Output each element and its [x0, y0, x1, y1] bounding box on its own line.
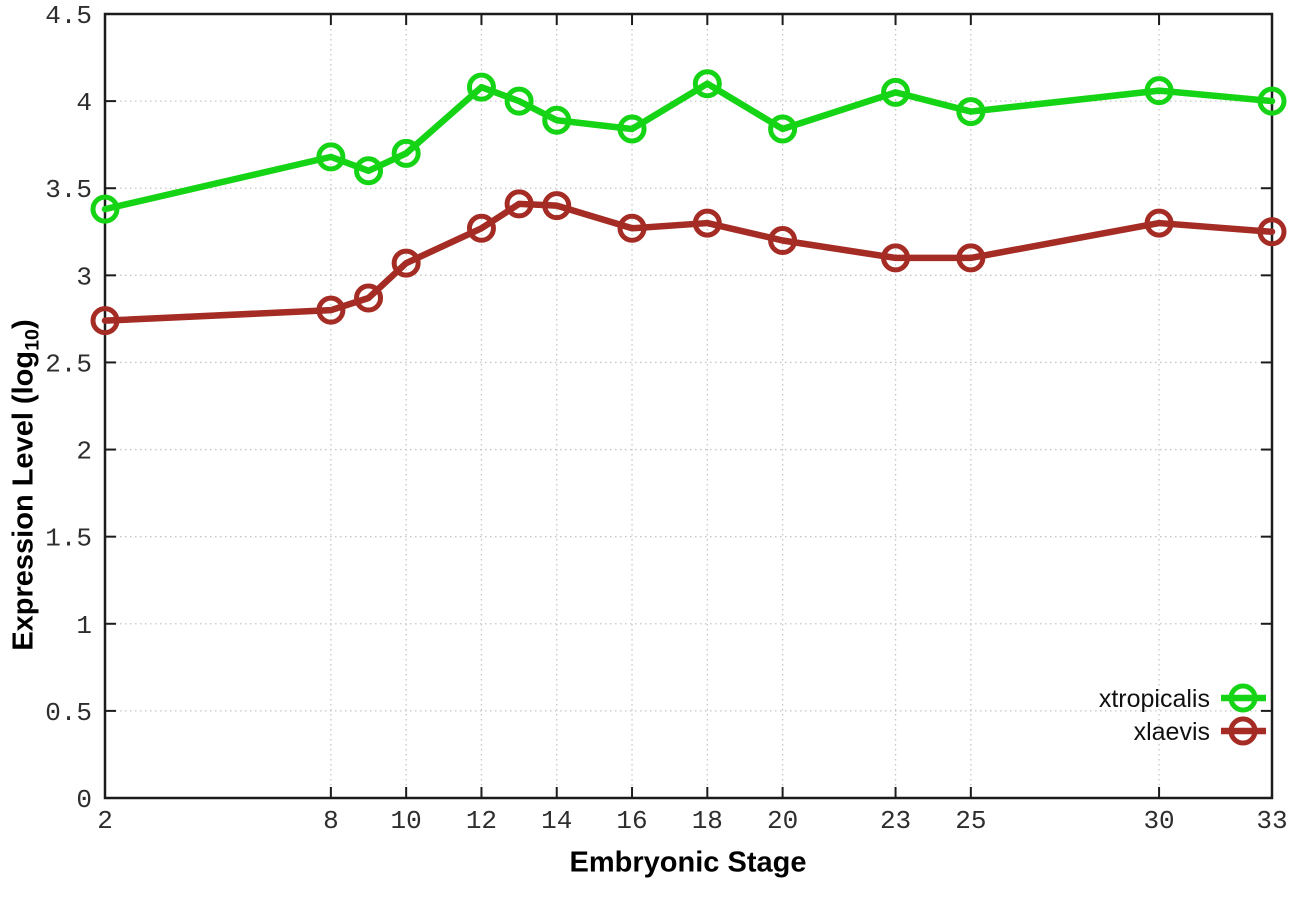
legend-label-xtropicalis: xtropicalis	[1099, 685, 1210, 713]
data-point-xlaevis-stage-33	[1257, 217, 1287, 247]
data-point-xtropicalis-stage-20	[768, 114, 798, 144]
data-point-xlaevis-stage-14	[542, 191, 572, 221]
data-point-xtropicalis-stage-16	[617, 114, 647, 144]
data-point-xlaevis-stage-23	[881, 243, 911, 273]
data-point-xlaevis-stage-20	[768, 225, 798, 255]
data-point-xtropicalis-stage-2	[90, 194, 120, 224]
data-point-xtropicalis-stage-13	[504, 86, 534, 116]
y-tick-label-3.5: 3.5	[45, 175, 92, 205]
series-line-xtropicalis	[101, 80, 1276, 213]
y-tick-label-2.5: 2.5	[45, 349, 92, 379]
x-tick-label-23: 23	[880, 806, 911, 836]
data-point-xlaevis-stage-16	[617, 213, 647, 243]
data-point-xlaevis-stage-10	[391, 248, 421, 278]
data-point-xlaevis-stage-18	[692, 208, 722, 238]
y-tick-label-0.5: 0.5	[45, 698, 92, 728]
y-tick-label-0: 0	[76, 785, 92, 815]
data-point-xtropicalis-stage-10	[391, 138, 421, 168]
x-tick-label-30: 30	[1143, 806, 1174, 836]
data-point-xlaevis-stage-2	[90, 306, 120, 336]
legend-marker-xlaevis	[1228, 716, 1258, 746]
x-tick-label-25: 25	[955, 806, 986, 836]
y-tick-label-1.5: 1.5	[45, 524, 92, 554]
data-point-xlaevis-stage-12	[466, 213, 496, 243]
data-point-xtropicalis-stage-12	[466, 72, 496, 102]
y-axis-title-end: )	[7, 319, 40, 329]
x-tick-label-20: 20	[767, 806, 798, 836]
legend-label-xlaevis: xlaevis	[1134, 718, 1210, 746]
y-tick-label-4: 4	[76, 88, 92, 118]
data-point-xlaevis-stage-13	[504, 189, 534, 219]
x-axis-title: Embryonic Stage	[569, 846, 807, 879]
y-tick-label-3: 3	[76, 262, 92, 292]
legend-marker-xtropicalis	[1228, 683, 1258, 713]
data-point-xtropicalis-stage-14	[542, 105, 572, 135]
x-tick-label-33: 33	[1256, 806, 1287, 836]
x-tick-label-12: 12	[466, 806, 497, 836]
data-point-xlaevis-stage-25	[956, 243, 986, 273]
x-tick-label-14: 14	[541, 806, 572, 836]
y-tick-label-2: 2	[76, 437, 92, 467]
data-point-xtropicalis-stage-33	[1257, 86, 1287, 116]
data-point-xtropicalis-stage-30	[1144, 76, 1174, 106]
data-point-xtropicalis-stage-8	[316, 142, 346, 172]
y-tick-label-1: 1	[76, 611, 92, 641]
x-tick-label-2: 2	[97, 806, 113, 836]
data-point-xlaevis-stage-8	[316, 295, 346, 325]
x-tick-label-8: 8	[323, 806, 339, 836]
data-point-xlaevis-stage-9	[354, 283, 384, 313]
data-point-xlaevis-stage-30	[1144, 208, 1174, 238]
y-axis-title-main: Expression Level (log	[7, 350, 40, 651]
y-tick-label-4.5: 4.5	[45, 1, 92, 31]
data-point-xtropicalis-stage-9	[354, 156, 384, 186]
plot-border	[103, 12, 1274, 800]
x-tick-label-16: 16	[616, 806, 647, 836]
x-tick-label-18: 18	[692, 806, 723, 836]
series-line-xlaevis	[101, 200, 1276, 324]
data-point-xtropicalis-stage-25	[956, 97, 986, 127]
x-tick-label-10: 10	[391, 806, 422, 836]
data-point-xtropicalis-stage-18	[692, 69, 722, 99]
y-axis-title-subscript: 10	[21, 328, 44, 351]
y-axis-title: Expression Level (log10)	[7, 319, 44, 651]
data-point-xtropicalis-stage-23	[881, 77, 911, 107]
